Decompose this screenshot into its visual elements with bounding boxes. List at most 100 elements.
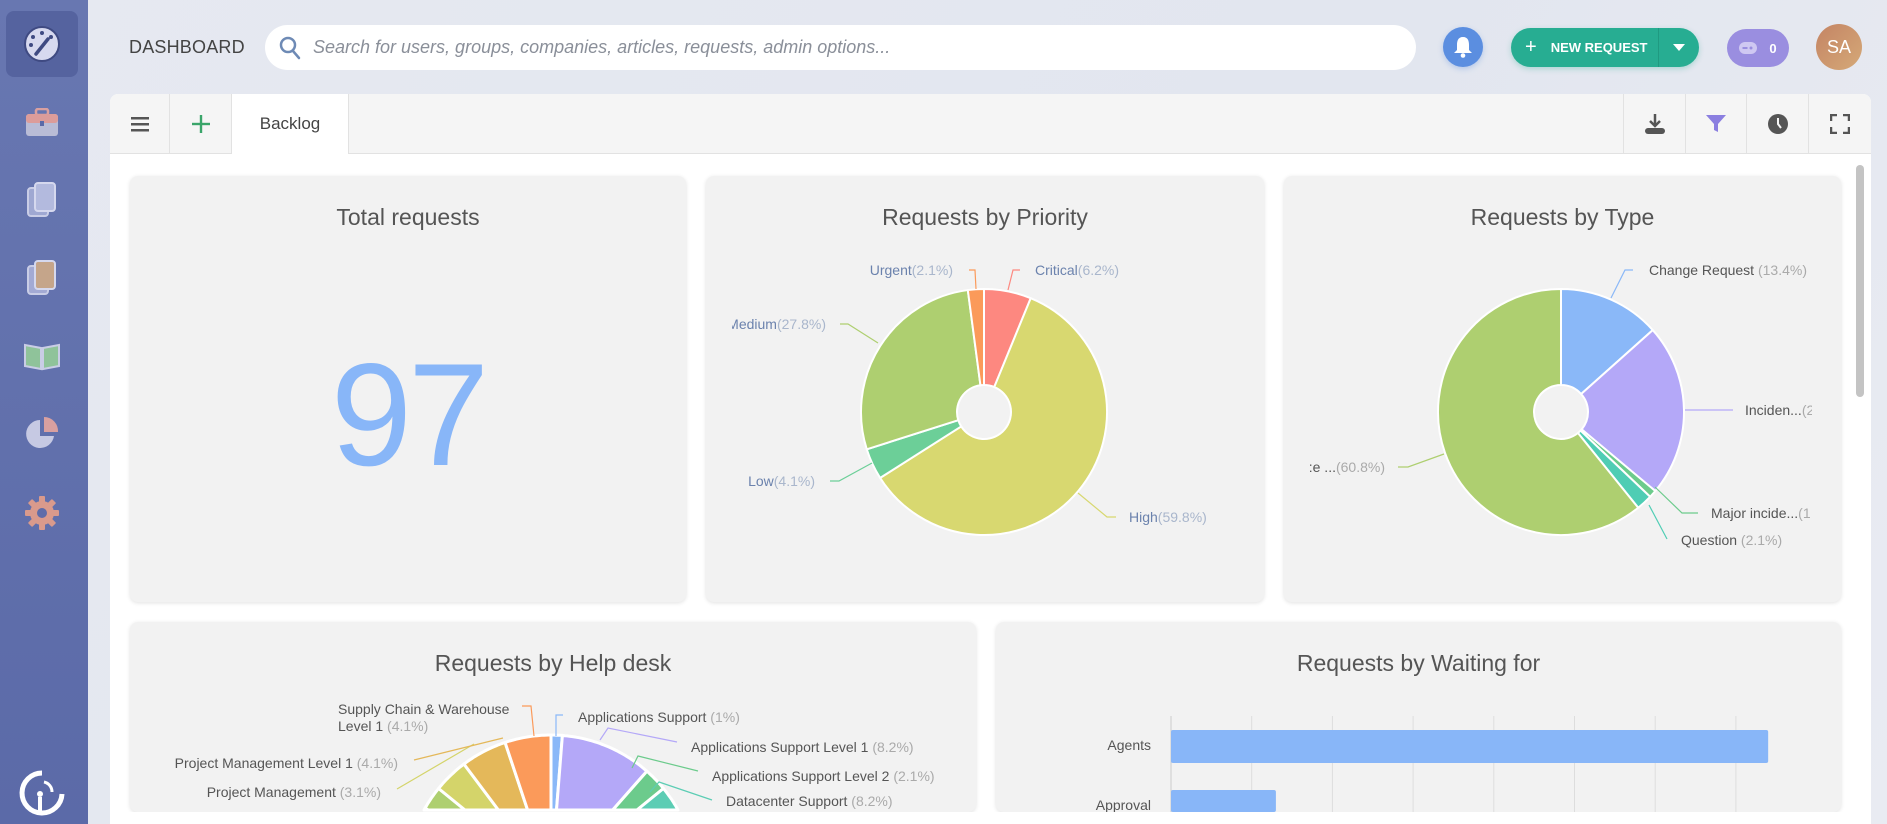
slice-label: Project Management (3.1%) — [207, 784, 381, 800]
slice-label: Urgent(2.1%) — [870, 262, 953, 278]
sidebar-item-documents[interactable] — [6, 167, 78, 233]
slice-label: Low(4.1%) — [748, 473, 815, 489]
slice-label: Supply Chain & Warehouse|Level 1 (4.1%) — [338, 701, 510, 734]
dashboard-gauge-icon — [24, 26, 60, 62]
slice-name: Question — [1681, 532, 1737, 548]
leader-line — [522, 705, 535, 737]
card-title: Total requests — [336, 204, 480, 230]
menu-button[interactable] — [110, 94, 170, 154]
leader-line — [1077, 492, 1116, 518]
slice-percent: (2.1%) — [889, 768, 934, 784]
app-logo[interactable] — [16, 770, 66, 821]
card-requests-by-priority: Requests by Priority Critical(6.2%) High(… — [706, 176, 1264, 602]
card-requests-by-helpdesk: Requests by Help desk Applications Suppo… — [130, 622, 976, 812]
pie-slice-project-management-level-1 — [462, 741, 530, 812]
leader-line — [1610, 269, 1633, 299]
slice-name: Supply Chain & Warehouse|Level 1 — [338, 701, 510, 734]
plus-icon: + — [1525, 36, 1537, 58]
slice-percent: (6.2%) — [1078, 262, 1119, 278]
book-icon — [24, 343, 60, 371]
pie-slice-datacenter-support — [635, 787, 680, 812]
slice-percent: (3.1%) — [336, 784, 381, 800]
leader-line — [1007, 269, 1020, 291]
plot-area: Applications Support (1%) Applications Su… — [175, 701, 935, 812]
waiting-bar-chart: Agents Approval — [1096, 716, 1769, 812]
fullscreen-button[interactable] — [1808, 94, 1871, 154]
slice-name: Applications Support Level 2 — [712, 768, 890, 784]
tab-backlog[interactable]: Backlog — [232, 94, 349, 154]
gamepad-icon — [1739, 42, 1758, 54]
card-requests-by-type: Requests by Type Change Request (13.4%) I… — [1284, 176, 1841, 602]
plus-icon — [191, 115, 210, 133]
bar-agents — [1171, 730, 1769, 763]
download-icon — [1644, 114, 1665, 134]
search-icon — [279, 36, 301, 59]
slice-name-line: Level 1 — [338, 718, 383, 734]
slice-percent: (4.1%) — [353, 755, 398, 771]
slice-label: Inciden...(2 — [1745, 402, 1814, 418]
leader-line — [413, 737, 504, 761]
new-request-dropdown[interactable] — [1659, 43, 1699, 52]
slice-name: High — [1129, 509, 1158, 525]
scrollbar[interactable] — [1856, 165, 1864, 397]
new-request-button[interactable]: + NEW REQUEST — [1511, 28, 1699, 67]
panel-toolbar: Backlog — [110, 94, 1871, 154]
slice-percent: (13.4%) — [1754, 262, 1807, 278]
leader-line — [599, 727, 678, 743]
leader-line — [1654, 486, 1698, 514]
slice-name: Major incide... — [1711, 505, 1798, 521]
pie-slice-applications-support-level-1 — [555, 733, 649, 812]
leader-line — [649, 781, 713, 801]
history-button[interactable] — [1746, 94, 1808, 154]
sidebar-item-dashboard[interactable] — [6, 11, 78, 77]
slice-label: Applications Support Level 1 (8.2%) — [691, 739, 914, 755]
leader-line — [396, 743, 475, 790]
sidebar-item-settings[interactable] — [6, 480, 78, 546]
slice-label: Datacenter Support (8.2%) — [726, 793, 893, 809]
sidebar-item-knowledge-base[interactable] — [6, 323, 78, 389]
slice-name: :e ... — [1309, 459, 1336, 475]
add-tab-button[interactable] — [170, 94, 232, 154]
pie-slice-supply-chain-warehouse-level-1 — [503, 733, 553, 812]
slice-percent: (8.2%) — [847, 793, 892, 809]
bar-approval — [1171, 790, 1276, 812]
card-title: Requests by Waiting for — [1296, 650, 1541, 676]
slice-percent: (60.8%) — [1336, 459, 1385, 475]
clipboard-icon — [27, 260, 56, 295]
slice-name: Urgent — [870, 262, 912, 278]
sidebar-item-requests[interactable] — [6, 90, 78, 156]
avatar[interactable]: SA — [1816, 24, 1862, 70]
sidebar-item-reports[interactable] — [6, 401, 78, 467]
pie-slice-high — [879, 297, 1109, 536]
slice-label: Applications Support (1%) — [578, 709, 740, 725]
slice-name-line: Supply Chain & Warehouse — [338, 701, 510, 717]
leader-line — [969, 269, 977, 290]
type-pie-chart: Change Request (13.4%) Inciden...(2 Major … — [1309, 262, 1814, 548]
slice-name: Low — [748, 473, 775, 489]
leader-line — [1398, 453, 1445, 468]
leader-line — [631, 755, 699, 772]
slice-label: :e ...(60.8%) — [1309, 459, 1385, 475]
slice-label: Major incide...(1 — [1711, 505, 1811, 521]
filter-button[interactable] — [1685, 94, 1746, 154]
global-search[interactable] — [265, 25, 1416, 70]
slice-name: Inciden... — [1745, 402, 1802, 418]
notifications-button[interactable] — [1443, 27, 1483, 67]
plot-area: Change Request (13.4%) Inciden...(2 Major … — [1309, 262, 1814, 548]
search-input[interactable] — [313, 37, 1393, 58]
leader-line — [555, 714, 563, 736]
slice-percent: (2.1%) — [912, 262, 953, 278]
gamification-badge[interactable]: 0 — [1727, 29, 1789, 67]
download-button[interactable] — [1623, 94, 1685, 154]
pie-slice-project-management — [437, 762, 500, 812]
new-request-main[interactable]: + NEW REQUEST — [1511, 28, 1659, 67]
page-title: DASHBOARD — [129, 37, 245, 57]
plot-area: Critical(6.2%) High(59.8%) Low(4.1%) Medium… — [732, 262, 1207, 536]
sidebar-item-clipboard[interactable] — [6, 245, 78, 311]
pie-slice-urgent — [966, 288, 985, 387]
pie-chart-icon — [26, 416, 59, 448]
slice-name: Datacenter Support — [726, 793, 848, 809]
slice-percent: (4.1%) — [774, 473, 815, 489]
card-total-requests: Total requests 97 — [130, 176, 686, 602]
card-title: Requests by Priority — [882, 204, 1088, 230]
